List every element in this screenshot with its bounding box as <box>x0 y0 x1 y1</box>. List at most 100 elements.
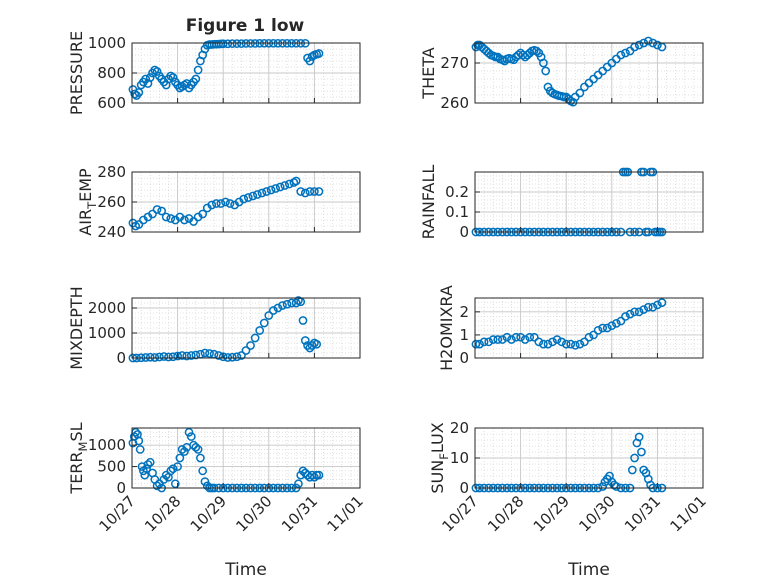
data-point <box>141 74 151 84</box>
data-point <box>616 316 626 326</box>
data-point <box>198 209 208 219</box>
y-tick-label: 0 <box>116 479 126 497</box>
data-point <box>561 339 571 349</box>
data-point <box>180 447 189 456</box>
data-point <box>300 336 310 345</box>
data-point <box>502 332 512 342</box>
data-point <box>593 325 603 335</box>
data-point <box>278 301 287 310</box>
data-point <box>310 187 319 196</box>
data-point <box>227 352 237 362</box>
data-point <box>161 212 171 222</box>
data-point <box>269 306 278 315</box>
data-point <box>148 209 157 219</box>
data-point <box>475 339 484 349</box>
data-point <box>589 330 598 340</box>
axes-box <box>474 42 704 104</box>
data-point <box>539 339 548 349</box>
data-point <box>539 58 548 68</box>
data-point <box>166 466 176 476</box>
data-point <box>186 432 196 441</box>
figure-title: Figure 1 low <box>186 16 305 36</box>
data-point <box>621 312 630 321</box>
data-point <box>214 351 223 360</box>
data-point <box>280 181 290 190</box>
data-point <box>634 307 644 317</box>
data-point <box>612 482 621 491</box>
data-point <box>616 50 626 60</box>
data-point <box>275 182 285 192</box>
series-points <box>128 38 324 100</box>
data-point <box>152 205 162 214</box>
data-point <box>307 341 317 350</box>
panel-rainfall: 0 0.1 0.2 RAINFALL <box>419 165 704 241</box>
data-point <box>266 185 276 195</box>
data-point <box>145 352 155 362</box>
data-point <box>168 73 178 82</box>
y-tick-label: 10 <box>450 449 469 467</box>
series-points <box>128 296 322 363</box>
y-axis-label: MIXDEPTH <box>67 286 86 369</box>
data-point <box>568 97 578 107</box>
data-point <box>177 351 187 360</box>
y-tick-label: 270 <box>440 54 469 72</box>
data-point <box>580 337 589 347</box>
data-point <box>227 39 237 48</box>
y-tick-label: 0.1 <box>445 203 469 221</box>
data-point <box>479 337 489 347</box>
data-point <box>314 470 324 480</box>
data-point <box>207 200 217 210</box>
y-tick-label: 500 <box>97 458 126 476</box>
plot-area <box>475 172 703 232</box>
data-point <box>630 307 639 317</box>
y-tick-label: 0 <box>459 479 469 497</box>
y-tick-label: 260 <box>440 94 469 112</box>
data-point <box>189 217 198 226</box>
data-point <box>250 333 260 343</box>
data-point <box>643 36 653 46</box>
data-point <box>643 302 653 312</box>
y-tick-label: 1 <box>459 326 469 344</box>
data-point <box>294 479 303 489</box>
data-point <box>246 341 255 350</box>
data-point <box>221 197 230 207</box>
data-point <box>653 300 662 310</box>
data-point <box>264 311 274 320</box>
data-point <box>232 352 242 362</box>
data-point <box>196 453 205 463</box>
data-point <box>180 215 189 225</box>
data-point <box>164 352 173 362</box>
data-point <box>529 332 539 342</box>
data-point <box>239 194 249 204</box>
data-point <box>186 351 196 360</box>
data-point <box>296 187 306 196</box>
y-tick-label: 0 <box>459 223 469 241</box>
data-point <box>173 351 182 361</box>
y-tick-label: 600 <box>97 94 126 112</box>
y-tick-label: 2000 <box>88 299 126 317</box>
data-point <box>191 74 201 84</box>
data-point <box>191 442 201 452</box>
data-point <box>166 214 176 223</box>
data-point <box>566 339 576 349</box>
data-point <box>253 190 262 199</box>
data-point <box>612 319 621 328</box>
data-point <box>314 49 324 58</box>
data-point <box>159 352 169 361</box>
y-axis-label: THETA <box>419 47 438 99</box>
data-point <box>212 199 221 208</box>
data-point <box>191 350 201 360</box>
data-point <box>630 453 639 463</box>
data-point <box>255 326 265 335</box>
data-point <box>184 427 194 437</box>
data-point <box>602 323 612 333</box>
y-axis-label: PRESSURE <box>67 31 86 115</box>
data-point <box>598 323 608 333</box>
axes-box <box>131 297 361 359</box>
data-point <box>161 470 171 480</box>
